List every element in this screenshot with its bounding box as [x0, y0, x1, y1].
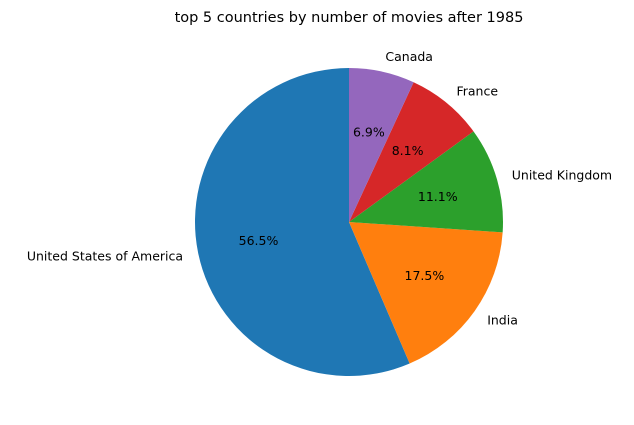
pie-slice-united-states-of-america [195, 68, 410, 376]
pie-slice-canada [349, 68, 414, 222]
slice-label-united-kingdom: United Kingdom [512, 168, 612, 183]
pie-slice-france [349, 82, 474, 222]
slice-percent-india: 17.5% [405, 268, 445, 283]
pie-slice-united-kingdom [349, 131, 503, 233]
slice-percent-canada: 6.9% [353, 124, 385, 139]
slice-percent-united-states-of-america: 56.5% [239, 233, 279, 248]
pie-slice-india [349, 222, 503, 364]
slice-label-united-states-of-america: United States of America [27, 249, 183, 264]
slice-label-canada: Canada [385, 49, 433, 64]
slice-percent-united-kingdom: 11.1% [418, 189, 458, 204]
slice-label-india: India [487, 312, 518, 327]
pie-labels: United States of America 56.5% India 17.5% U… [27, 49, 612, 327]
pie-slices [195, 68, 503, 376]
slice-label-france: France [456, 84, 498, 99]
slice-percent-france: 8.1% [392, 143, 424, 158]
chart-title: top 5 countries by number of movies afte… [175, 10, 524, 26]
